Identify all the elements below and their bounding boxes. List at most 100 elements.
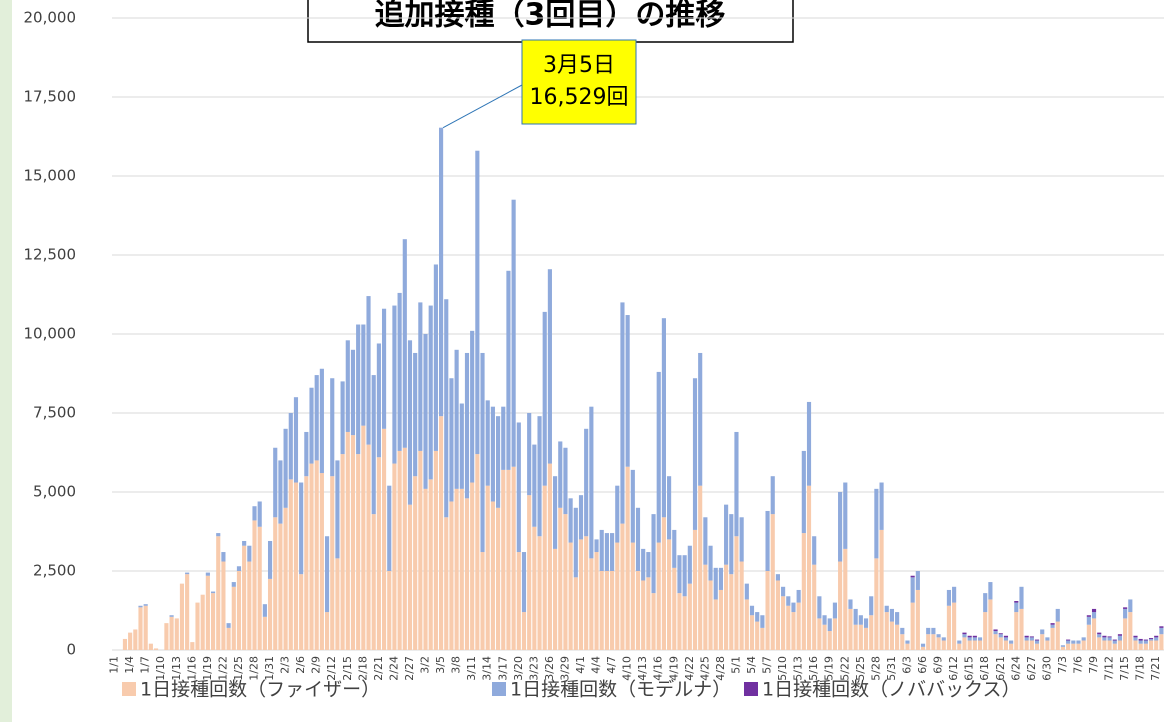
bar-segment [138,607,143,650]
bar-segment [304,431,309,477]
bar-segment [324,612,330,650]
bar-segment [433,450,438,650]
x-tick-label: 6/15 [963,656,976,681]
bar-segment [231,582,236,587]
bar-segment [1009,643,1014,650]
bar-segment [143,605,148,650]
bar-segment [475,150,480,455]
bar-segment [1081,637,1086,641]
bar-segment [293,482,299,650]
bar-segment [283,507,288,650]
x-tick-label: 1/16 [185,656,198,681]
bar-segment [879,482,884,530]
bar-segment [1066,639,1071,641]
bar-segment [1148,638,1154,641]
y-tick-label: 17,500 [24,88,77,106]
bar-segment [646,552,651,578]
title-box [307,0,794,43]
bar-segment [988,582,993,600]
bar-segment [1014,612,1019,650]
x-tick-label: 5/13 [792,656,805,681]
bar-segment [459,403,464,489]
x-tick-label: 5/22 [838,656,851,681]
x-tick-label: 2/27 [403,656,416,681]
bar-segment [309,463,314,650]
bar-segment [729,514,734,575]
x-tick-label: 4/1 [574,656,587,674]
bar-segment [164,623,169,650]
x-tick-label: 6/9 [932,656,945,674]
x-tick-label: 3/29 [558,656,571,681]
bar-segment [1050,627,1055,650]
bar-segment [1117,635,1123,641]
bar-segment [599,571,604,650]
bar-segment [226,627,231,650]
y-tick-label: 7,500 [33,404,76,422]
bar-segment [988,599,993,650]
bar-segment [1019,608,1024,650]
bar-segment [511,199,516,467]
bar-segment [744,599,749,650]
bar-segment [765,510,770,571]
bar-segment [1040,634,1045,650]
bar-segment [1003,635,1009,638]
bar-segment [667,476,672,540]
bar-segment [1154,637,1159,641]
bar-segment [620,523,625,650]
bar-segment [366,444,371,650]
bar-segment [449,378,454,502]
bar-segment [895,612,900,625]
bar-segment [977,640,983,650]
bar-segment [708,545,713,581]
bar-segment [584,536,589,650]
bar-segment [1148,637,1154,639]
bar-segment [791,612,796,650]
bar-segment [708,580,713,650]
bar-segment [1107,637,1112,641]
bar-segment [496,416,501,508]
bar-segment [169,615,174,617]
bar-segment [459,488,464,650]
bar-segment [283,428,288,508]
bar-segment [822,624,827,650]
bar-segment [506,469,511,650]
bar-segment [319,473,324,650]
bar-segment [558,441,563,508]
bar-segment [1138,643,1143,650]
bar-segment [926,627,931,635]
bar-segment [962,637,967,650]
bar-segment [397,292,402,451]
x-tick-label: 5/10 [776,656,789,681]
bar-segment [755,621,760,650]
bar-segment [252,506,257,521]
bar-segment [319,368,324,474]
x-tick-label: 1/13 [170,656,183,681]
bar-segment [682,555,687,597]
bar-segment [1024,637,1029,641]
x-tick-label: 7/21 [1149,656,1162,681]
bar-segment [475,454,480,650]
bar-segment [936,634,941,638]
bar-segment [314,375,319,461]
x-tick-label: 6/6 [916,656,929,674]
bar-segment [1091,618,1097,650]
bar-segment [900,634,905,650]
bar-segment [936,637,941,650]
bar-segment [661,517,666,650]
bar-segment [190,642,195,650]
bar-segment [879,529,884,650]
bar-segment [874,558,879,650]
bar-segment [278,460,283,524]
bar-segment [366,296,371,445]
bar-segment [485,485,490,650]
bar-segment [122,638,128,650]
bar-segment [439,416,444,650]
bar-segment [635,507,641,571]
bar-segment [210,591,216,594]
y-tick-label: 2,500 [33,562,76,580]
x-tick-label: 4/10 [621,656,634,681]
bar-segment [376,343,381,458]
x-tick-label: 2/6 [294,656,307,674]
bar-segment [1128,612,1133,650]
bar-segment [853,624,858,650]
